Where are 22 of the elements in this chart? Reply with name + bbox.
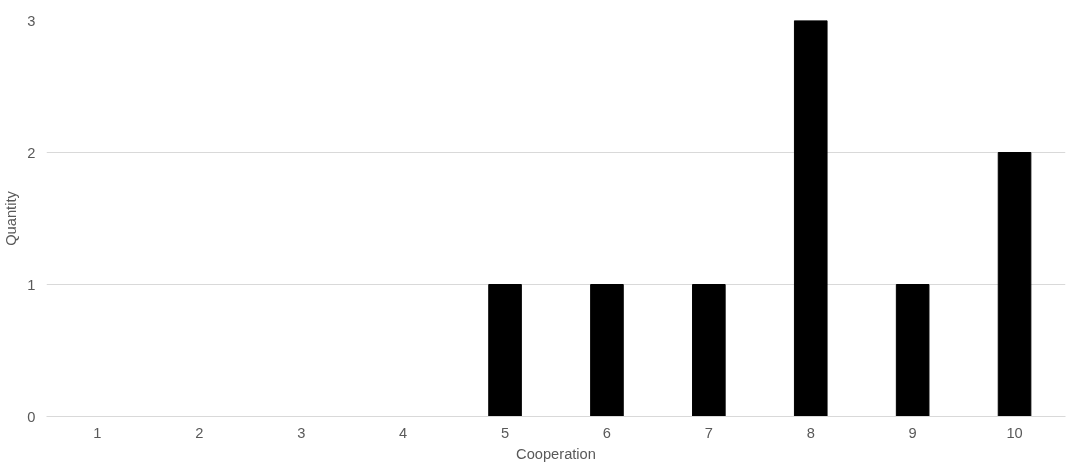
x-tick-label: 10	[1006, 424, 1023, 441]
y-tick-label: 2	[27, 144, 36, 161]
x-tick-label: 9	[908, 424, 917, 441]
bar	[590, 284, 624, 417]
x-tick-label: 6	[602, 424, 612, 441]
x-tick-label: 8	[806, 424, 815, 441]
x-tick-label: 5	[500, 424, 510, 441]
x-tick-label: 1	[93, 424, 102, 441]
bar	[997, 152, 1032, 417]
x-tick-label: 4	[399, 424, 408, 441]
y-tick-label: 1	[27, 276, 36, 293]
x-tick-label: 2	[195, 424, 204, 441]
bar	[692, 284, 726, 417]
x-tick-label: 7	[704, 424, 713, 441]
y-axis-title: Quantity	[3, 190, 20, 246]
x-axis-title: Cooperation	[516, 445, 596, 462]
y-tick-label: 3	[27, 12, 36, 29]
x-tick-label: 3	[297, 424, 306, 441]
bar	[895, 284, 930, 417]
bar	[488, 284, 522, 417]
y-tick-label: 0	[27, 408, 36, 425]
bar	[793, 20, 828, 417]
